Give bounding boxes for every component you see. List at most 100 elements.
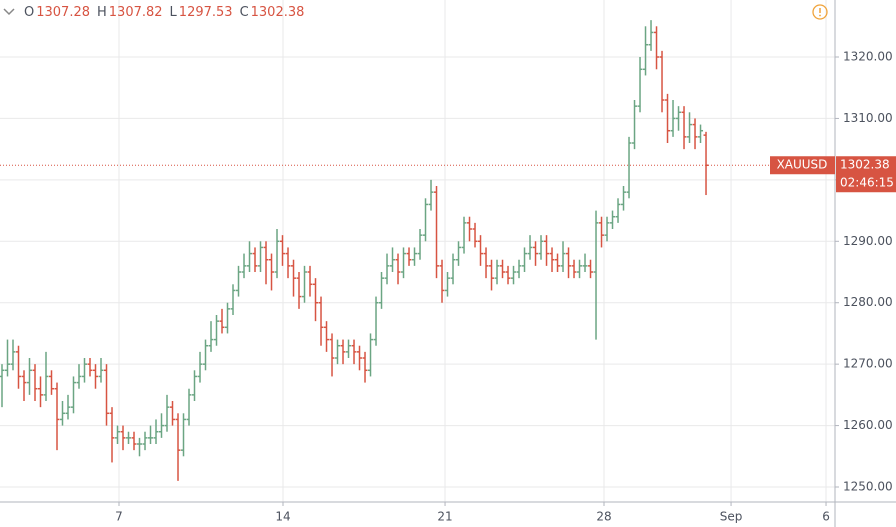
ohlc-bar (10, 339, 16, 371)
last-price-bg (836, 156, 896, 193)
ohlc-bar (203, 339, 209, 371)
ohlc-bar (153, 419, 159, 445)
ohlc-bar (32, 364, 38, 402)
legend-item: L 1297.53 (170, 5, 233, 20)
ohlc-bar (379, 272, 385, 309)
ohlc-bar (131, 431, 137, 451)
ohlc-bar (269, 253, 275, 291)
y-tick-label: 1260.00 (843, 418, 893, 432)
bars (0, 20, 709, 481)
ohlc-bar (351, 339, 357, 365)
ohlc-bar (225, 302, 231, 334)
x-tick-label: 14 (275, 510, 290, 524)
ohlc-bar (533, 241, 539, 266)
ohlc-bar (324, 321, 330, 352)
ohlc-bar (181, 413, 187, 457)
ohlc-bar (670, 100, 676, 137)
ohlc-bar (637, 57, 643, 113)
ohlc-bar (340, 339, 346, 365)
ohlc-bar (626, 136, 632, 199)
ohlc-bar (38, 376, 44, 408)
ohlc-bar (65, 394, 71, 420)
legend-item: H 1307.82 (97, 5, 163, 20)
ohlc-bar (16, 345, 22, 389)
ohlc-bar (335, 339, 341, 365)
alert-icon[interactable] (812, 4, 828, 20)
ohlc-bar (505, 265, 511, 285)
y-tick-label: 1270.00 (843, 357, 893, 371)
ohlc-bar (692, 118, 698, 150)
legend-value: 1307.28 (36, 5, 90, 20)
ohlc-bar (302, 265, 308, 303)
ohlc-bar (76, 364, 82, 389)
ohlc-bar (555, 253, 561, 273)
countdown-label: 02:46:15 (840, 176, 894, 190)
legend-value: 1297.53 (178, 5, 233, 20)
ohlc-bar (318, 296, 324, 346)
ohlc-bar (681, 106, 687, 150)
x-tick-label: Sep (720, 510, 743, 524)
symbol-label: XAUUSD (777, 158, 828, 172)
ohlc-bar (566, 247, 572, 279)
ohlc-bar (703, 131, 709, 196)
ohlc-bar (219, 308, 225, 334)
ohlc-bar (544, 235, 550, 266)
ohlc-bar (148, 425, 154, 445)
ohlc-bar (49, 370, 55, 395)
ohlc-bar (632, 100, 638, 150)
ohlc-bar (615, 198, 621, 223)
ohlc-bar (527, 235, 533, 260)
ohlc-bar (296, 272, 302, 309)
ohlc-bar (54, 382, 60, 451)
ohlc-bar (538, 235, 544, 260)
ohlc-bar (450, 253, 456, 285)
ohlc-bar (582, 253, 588, 273)
ohlc-bar (472, 222, 478, 248)
ohlc-bar (104, 364, 110, 426)
ohlc-bar (560, 241, 566, 273)
ohlc-bar (648, 20, 654, 51)
ohlc-bar (373, 296, 379, 346)
legend-value: 1307.82 (108, 5, 163, 20)
x-tick-label: 7 (115, 510, 123, 524)
ohlc-bar (27, 358, 33, 395)
ohlc-bar (126, 431, 132, 445)
x-tick-label: 6 (822, 510, 830, 524)
ohlc-bar (120, 425, 126, 451)
axes: 1250.001260.001270.001280.001290.001300.… (0, 50, 896, 524)
ohlc-bar (241, 253, 247, 279)
ohlc-bar (362, 351, 368, 383)
ohlc-bar (208, 321, 214, 352)
ohlc-bar (291, 259, 297, 297)
ohlc-bar (285, 247, 291, 279)
ohlc-bar (461, 216, 467, 254)
ohlc-bar (406, 247, 412, 266)
ohlc-bar (384, 253, 390, 285)
ohlc-bar (665, 93, 671, 144)
ohlc-bar (313, 278, 319, 322)
ohlc-bar (390, 247, 396, 273)
ohlc-bar (274, 229, 280, 279)
ohlc-bar (186, 388, 192, 426)
ohlc-bar (698, 124, 704, 144)
ohlc-bar (252, 247, 258, 273)
ohlc-bar (170, 401, 176, 426)
ohlc-bar (500, 259, 506, 279)
ohlc-bar (307, 265, 313, 297)
y-tick-label: 1320.00 (843, 50, 893, 64)
ohlc-bar (643, 26, 649, 76)
collapse-icon[interactable] (3, 8, 15, 16)
ohlc-bar (423, 198, 429, 242)
ohlc-bar (263, 241, 269, 285)
ohlc-bar (621, 186, 627, 211)
last-price-label: 1302.38 (840, 158, 890, 172)
ohlc-legend: O 1307.28 H 1307.82 L 1297.53 C 1302.38 (24, 5, 304, 20)
y-tick-label: 1290.00 (843, 234, 893, 248)
ohlc-bar (258, 241, 264, 273)
ohlc-bar (109, 407, 115, 463)
ohlc-bar (395, 253, 401, 285)
ohlc-bar (456, 241, 462, 266)
y-tick-label: 1280.00 (843, 295, 893, 309)
ohlc-bar (610, 210, 616, 230)
